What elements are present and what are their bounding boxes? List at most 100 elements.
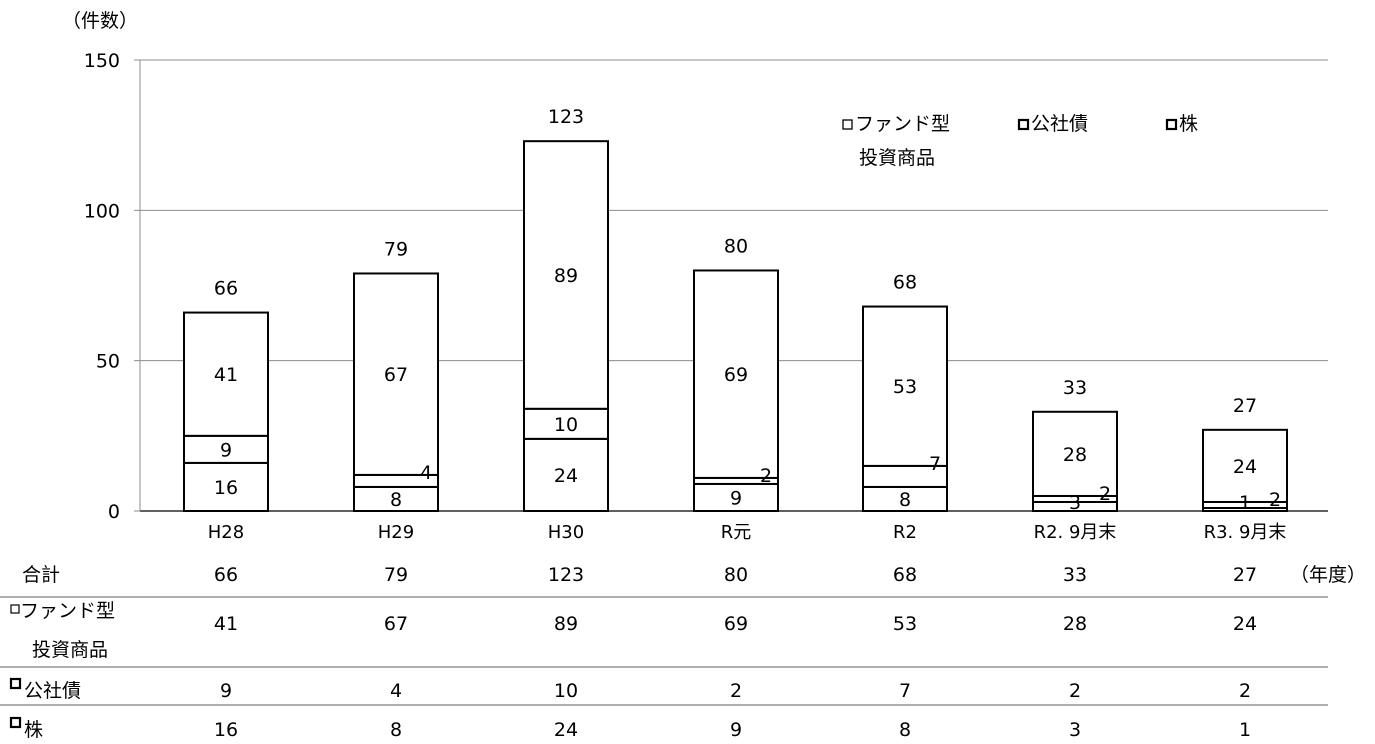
- legend-swatch: [1017, 118, 1030, 131]
- x-axis-categories: H28 H29 H30 R元 R2 R2. 9月末 R3. 9月末: [208, 522, 1287, 543]
- segment-value-label: 24: [554, 465, 578, 487]
- total-value-label: 80: [724, 235, 748, 257]
- bar-segment: [353, 272, 439, 476]
- segment-value-label: 53: [893, 376, 917, 398]
- segment-value-label: 16: [214, 477, 238, 499]
- segment-value-label: 3: [1069, 492, 1081, 514]
- table-cell: 53: [893, 613, 917, 635]
- table-row-swatch: [9, 677, 22, 690]
- y-tick-label: 100: [84, 200, 120, 222]
- table-cell: 28: [1063, 613, 1087, 635]
- table-cell: 10: [554, 680, 578, 702]
- bar-segment: [183, 434, 269, 464]
- segment-value-label: 2: [1099, 483, 1111, 505]
- bar-segment: [523, 407, 609, 440]
- segment-value-label: 7: [929, 453, 941, 475]
- total-value-label: 27: [1233, 395, 1257, 417]
- y-tick-label: 50: [96, 351, 120, 373]
- segment-value-label: 4: [420, 462, 432, 484]
- y-tick-label: 0: [108, 501, 120, 523]
- segment-value-label: 24: [1233, 456, 1257, 478]
- table-row-label: 株: [24, 719, 43, 741]
- category-label: R2. 9月末: [1034, 522, 1117, 543]
- table-cell: 24: [554, 719, 578, 741]
- segment-value-label: 1: [1239, 492, 1251, 514]
- table-row-label: 公社債: [24, 680, 81, 702]
- segment-value-label: 8: [390, 489, 402, 511]
- table-cell: 123: [548, 564, 584, 586]
- segment-value-label: 41: [214, 364, 238, 386]
- bar-segment: [1202, 428, 1288, 503]
- total-value-label: 79: [384, 238, 408, 260]
- table-cell: 80: [724, 564, 748, 586]
- category-label: H28: [208, 522, 244, 543]
- table-cell: 7: [899, 680, 911, 702]
- bar-segment: [862, 305, 948, 467]
- total-labels: 66 79 123 80 68 33 27: [214, 106, 1257, 417]
- table-row-label: ファンド型: [20, 600, 115, 622]
- table-cell: 68: [893, 564, 917, 586]
- segment-value-label: 2: [1269, 489, 1281, 511]
- bar-segment: [862, 485, 948, 512]
- table-cell: 8: [390, 719, 402, 741]
- table-cell: 4: [390, 680, 402, 702]
- table-cell: 24: [1233, 613, 1257, 635]
- table-cell: 2: [730, 680, 742, 702]
- segment-value-label: 69: [724, 364, 748, 386]
- table-cell: 67: [384, 613, 408, 635]
- category-label: R2: [893, 522, 917, 543]
- table-row-label: 合計: [22, 564, 60, 586]
- segment-value-label: 9: [220, 439, 232, 461]
- y-tick-label: 150: [84, 50, 120, 72]
- total-value-label: 68: [893, 272, 917, 294]
- table-cell: 16: [214, 719, 238, 741]
- table-cell: 66: [214, 564, 238, 586]
- table-cell: 9: [220, 680, 232, 702]
- total-value-label: 33: [1063, 377, 1087, 399]
- legend-swatch: [842, 119, 853, 130]
- total-value-label: 66: [214, 278, 238, 300]
- y-axis-unit-label: （件数）: [62, 10, 138, 32]
- segment-value-label: 28: [1063, 444, 1087, 466]
- table-row-swatch: [9, 716, 22, 729]
- bar-segment: [693, 269, 779, 479]
- category-label: H29: [378, 522, 414, 543]
- legend-label-line2: 投資商品: [859, 147, 935, 169]
- table-cell: 27: [1233, 564, 1257, 586]
- category-label: R元: [721, 522, 752, 543]
- legend-label: 株: [1179, 113, 1198, 135]
- legend-label: 公社債: [1031, 113, 1088, 135]
- bar-segment: [1032, 410, 1118, 497]
- table-cell: 8: [899, 719, 911, 741]
- category-label: H30: [548, 522, 584, 543]
- table-cell: 41: [214, 613, 238, 635]
- bar-segment: [183, 311, 269, 437]
- table-cell: 69: [724, 613, 748, 635]
- table-cell: 89: [554, 613, 578, 635]
- segment-value-label: 8: [899, 489, 911, 511]
- bar-segment: [523, 140, 609, 410]
- table-row-swatch: [10, 604, 20, 614]
- segment-value-label: 10: [554, 414, 578, 436]
- category-label: R3. 9月末: [1204, 522, 1287, 543]
- table-cell: 9: [730, 719, 742, 741]
- legend-label: ファンド型: [855, 113, 950, 135]
- segment-value-label: 2: [760, 465, 772, 487]
- table-cell: 2: [1239, 680, 1251, 702]
- table-cell: 33: [1063, 564, 1087, 586]
- y-axis-ticks: 0 50 100 150: [84, 50, 120, 523]
- legend-swatch: [1165, 118, 1178, 131]
- bar-segment: [523, 437, 609, 512]
- table-row-label-line2: 投資商品: [32, 639, 108, 661]
- table-cell: 1: [1239, 719, 1251, 741]
- bars: [183, 140, 1288, 513]
- segment-value-label: 89: [554, 265, 578, 287]
- table-cell: 2: [1069, 680, 1081, 702]
- segment-value-label: 67: [384, 364, 408, 386]
- total-value-label: 123: [548, 106, 584, 128]
- segment-value-label: 9: [730, 487, 742, 509]
